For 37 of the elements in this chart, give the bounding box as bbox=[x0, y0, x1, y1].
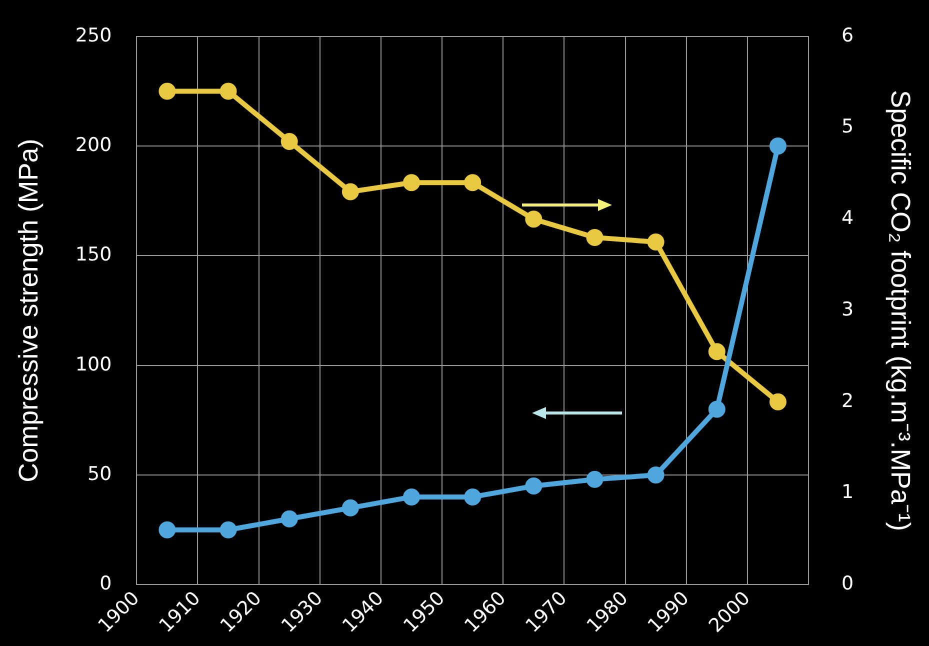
point bbox=[464, 488, 482, 506]
point bbox=[586, 228, 604, 246]
point bbox=[342, 183, 359, 200]
point bbox=[586, 470, 604, 488]
y2-tick-label: 5 bbox=[842, 116, 854, 138]
point bbox=[280, 132, 298, 150]
point bbox=[280, 510, 298, 528]
point bbox=[647, 234, 664, 251]
point bbox=[403, 488, 420, 506]
y2-tick-label: 3 bbox=[842, 298, 854, 320]
y2-tick-label: 4 bbox=[842, 207, 854, 230]
point bbox=[220, 521, 237, 538]
y-tick-label: 50 bbox=[87, 462, 112, 485]
point bbox=[769, 138, 786, 155]
point bbox=[769, 393, 786, 410]
y-tick-label: 100 bbox=[75, 353, 112, 376]
point bbox=[525, 477, 542, 494]
y-tick-label: 0 bbox=[100, 572, 112, 595]
point bbox=[708, 400, 726, 418]
point bbox=[403, 174, 420, 192]
y2-tick-label: 0 bbox=[842, 572, 854, 595]
point bbox=[525, 210, 542, 228]
y-tick-label: 200 bbox=[75, 134, 112, 156]
y2-axis-title: Specific CO₂ footprint (kg.m⁻³.MPa⁻¹) bbox=[885, 90, 916, 532]
point bbox=[158, 521, 176, 538]
point bbox=[647, 466, 664, 484]
y2-tick-label: 2 bbox=[842, 390, 854, 412]
y-axis-title: Compressive strength (MPa) bbox=[14, 138, 44, 482]
y-tick-label: 150 bbox=[75, 244, 112, 266]
point bbox=[464, 174, 482, 192]
y-tick-label: 250 bbox=[75, 24, 112, 46]
y2-tick-label: 6 bbox=[842, 24, 854, 46]
point bbox=[342, 499, 359, 516]
point bbox=[158, 82, 176, 100]
point bbox=[708, 343, 726, 360]
y2-tick-label: 1 bbox=[842, 481, 854, 504]
point bbox=[220, 82, 237, 100]
